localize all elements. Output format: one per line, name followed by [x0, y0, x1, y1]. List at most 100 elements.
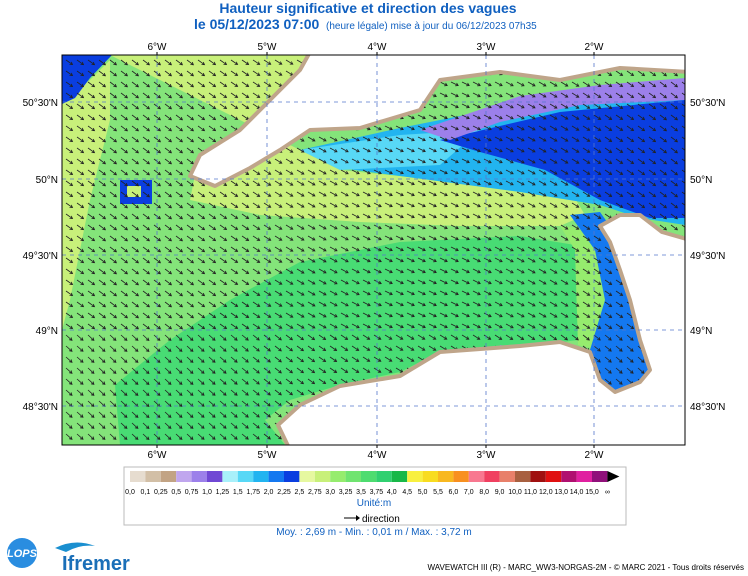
- legend-arrow: [607, 471, 620, 482]
- legend: 0,0 0,1 0,25 0,5 0,75 1,0 1,25 1,5 1,75 2,0 2,25 2,…: [125, 471, 620, 496]
- sea-zone: [62, 55, 112, 104]
- ifremer-logo: Ifremer: [62, 553, 130, 575]
- land-france: [276, 213, 685, 445]
- legend-label: 1,0: [202, 489, 212, 496]
- longitude-label: 3°W: [477, 450, 497, 461]
- latitude-label: 50°N: [36, 175, 58, 186]
- legend-swatch: [376, 471, 392, 482]
- update-note: (heure légale) mise à jour du 06/12/2023…: [326, 21, 537, 32]
- legend-swatch: [391, 471, 408, 482]
- latitude-label: 48°30'N: [23, 402, 58, 413]
- latitude-label: 50°N: [690, 175, 712, 186]
- legend-label: 0,1: [141, 489, 151, 496]
- longitude-label: 5°W: [258, 450, 278, 461]
- legend-swatch: [268, 471, 284, 482]
- latitude-label: 50°30'N: [23, 98, 58, 109]
- sea-zone: [115, 236, 578, 445]
- unit: Unité:m: [357, 498, 391, 509]
- legend-swatch: [453, 471, 469, 482]
- legend-swatch: [299, 471, 315, 482]
- legend-label: 5,0: [418, 489, 428, 496]
- legend-label: 0,75: [185, 489, 199, 496]
- legend-label: ∞: [605, 489, 610, 496]
- legend-swatch: [515, 471, 531, 482]
- legend-label: 0,25: [154, 489, 168, 496]
- legend-label: 15,0: [585, 489, 599, 496]
- legend-label: 8,0: [479, 489, 489, 496]
- legend-label: 3,25: [339, 489, 353, 496]
- sea-field: [62, 55, 685, 445]
- legend-swatch: [130, 471, 146, 482]
- legend-swatch: [468, 471, 485, 482]
- legend-swatch: [407, 471, 423, 482]
- legend-swatch: [422, 471, 438, 482]
- legend-swatch: [284, 471, 300, 482]
- legend-swatch: [438, 471, 454, 482]
- latitude-label: 49°30'N: [690, 251, 725, 262]
- legend-label: 0,0: [125, 489, 135, 496]
- legend-label: 0,5: [171, 489, 181, 496]
- sea-zone: [570, 212, 660, 395]
- legend-swatch: [330, 471, 346, 482]
- legend-label: 1,75: [246, 489, 260, 496]
- legend-label: 1,5: [233, 489, 243, 496]
- sea-zone: [62, 60, 110, 330]
- longitude-label: 4°W: [368, 450, 388, 461]
- legend-swatch: [576, 471, 592, 482]
- legend-swatch: [345, 471, 361, 482]
- direction-label: direction: [362, 514, 400, 525]
- title: Hauteur significative et direction des v…: [219, 0, 516, 16]
- legend-label: 2,0: [264, 489, 274, 496]
- legend-swatch: [176, 471, 192, 482]
- direction-arrows: [65, 59, 685, 441]
- legend-label: 7,0: [464, 489, 474, 496]
- latitude-label: 49°N: [690, 326, 712, 337]
- direction-arrow-head: [356, 515, 360, 521]
- legend-swatch: [145, 471, 161, 482]
- legend-label: 11,0: [524, 489, 537, 496]
- land-england: [188, 55, 685, 188]
- legend-label: 2,5: [295, 489, 305, 496]
- legend-label: 9,0: [495, 489, 505, 496]
- legend-swatch: [561, 471, 577, 482]
- latitude-label: 48°30'N: [690, 402, 725, 413]
- graticule: [62, 55, 685, 445]
- latitude-label: 49°N: [36, 326, 58, 337]
- legend-label: 1,25: [216, 489, 230, 496]
- legend-label: 10,0: [508, 489, 522, 496]
- date: le 05/12/2023 07:00: [194, 16, 320, 32]
- lops-logo: [7, 538, 37, 568]
- latitude-label: 50°30'N: [690, 98, 725, 109]
- legend-swatch: [499, 471, 515, 482]
- legend-swatch: [160, 471, 177, 482]
- legend-label: 2,25: [277, 489, 291, 496]
- legend-label: 4,0: [387, 489, 397, 496]
- longitude-label: 5°W: [258, 42, 278, 53]
- legend-swatch: [545, 471, 562, 482]
- legend-swatch: [191, 471, 207, 482]
- longitude-label: 2°W: [585, 42, 605, 53]
- legend-swatch: [592, 471, 608, 482]
- legend-swatch: [253, 471, 269, 482]
- legend-swatch: [314, 471, 331, 482]
- legend-swatch: [222, 471, 238, 482]
- legend-label: 6,0: [449, 489, 459, 496]
- legend-swatch: [530, 471, 546, 482]
- credits: WAVEWATCH III (R) - MARC_WW3-NORGAS-2M -…: [428, 563, 744, 572]
- coordinate-labels: 6°W 6°W 5°W 5°W 4°W 4°W 3°W 3°W 2°W 2°W 50°30'N 50°…: [23, 42, 726, 461]
- map-frame: [61, 54, 686, 446]
- longitude-label: 6°W: [148, 42, 168, 53]
- legend-swatch: [484, 471, 500, 482]
- legend-label: 3,0: [325, 489, 335, 496]
- lops-logo-text: LOPS: [7, 548, 38, 560]
- longitude-label: 6°W: [148, 450, 168, 461]
- legend-label: 3,75: [370, 489, 384, 496]
- legend-label: 5,5: [433, 489, 443, 496]
- legend-label: 12,0: [539, 489, 553, 496]
- island-shelter: [127, 186, 141, 197]
- longitude-label: 2°W: [585, 450, 605, 461]
- legend-label: 4,5: [402, 489, 412, 496]
- arrow-field: [65, 59, 685, 441]
